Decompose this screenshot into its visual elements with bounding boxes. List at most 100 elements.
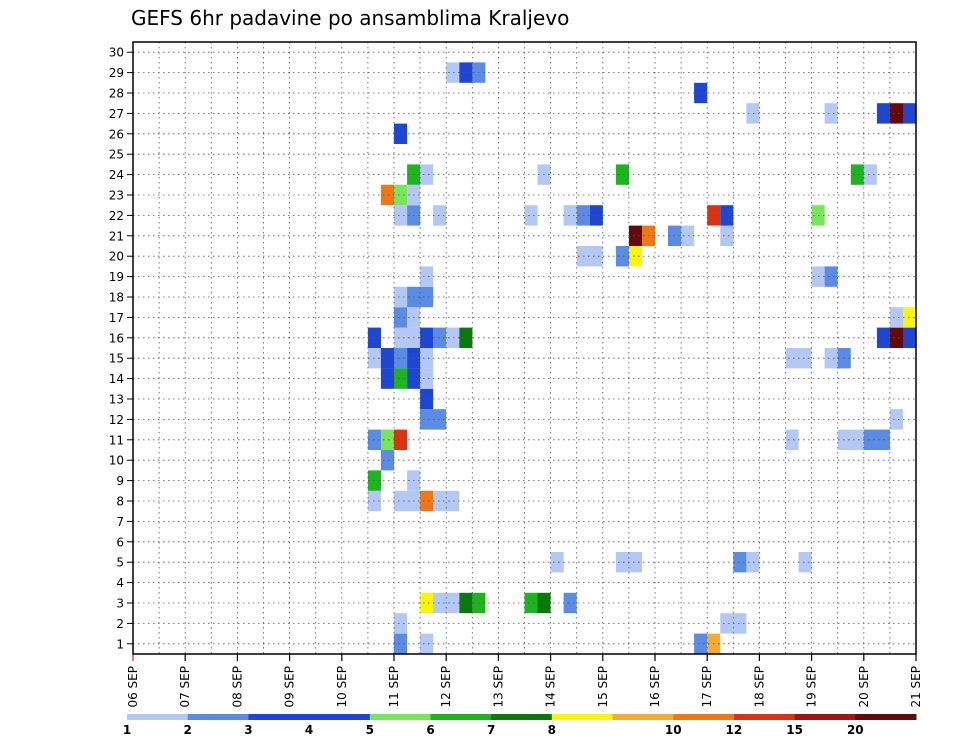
colorbar-label: 10 <box>665 723 682 737</box>
y-tick-label: 1 <box>116 637 124 651</box>
heatmap-cell <box>380 184 394 206</box>
x-tick-label: 18 SEP <box>752 666 766 708</box>
y-tick-label: 9 <box>116 474 124 488</box>
y-tick-label: 18 <box>109 291 124 305</box>
heatmap-cell <box>694 633 708 654</box>
x-tick-label: 10 SEP <box>335 666 349 708</box>
y-tick-label: 23 <box>109 189 124 203</box>
heatmap-cell <box>824 266 838 287</box>
heatmap-cell <box>394 327 421 348</box>
y-tick-label: 12 <box>109 413 124 427</box>
grid-lines <box>133 42 916 654</box>
colorbar-label: 4 <box>305 723 313 737</box>
colorbar-swatch <box>127 714 189 720</box>
colorbar-swatch <box>248 714 310 720</box>
heatmap-cell <box>889 307 903 328</box>
heatmap-cell <box>380 348 394 369</box>
heatmap-cell <box>550 552 564 573</box>
heatmap-cell <box>420 327 434 348</box>
heatmap-cell <box>903 307 917 328</box>
heatmap-cell <box>420 633 434 654</box>
heatmap-cell <box>668 225 682 246</box>
heatmap-cell <box>380 450 394 471</box>
x-tick-label: 06 SEP <box>126 666 140 708</box>
plot-frame <box>132 41 917 655</box>
colorbar: 1 2 3 4 5 6 7 8 10 12 15 20 <box>123 714 917 737</box>
y-tick-label: 21 <box>109 229 124 243</box>
heatmap-cell <box>420 490 434 512</box>
y-tick-label: 4 <box>116 576 124 590</box>
x-tick-label: 17 SEP <box>700 666 714 708</box>
heatmap-cell <box>563 592 577 614</box>
heatmap-cell <box>394 123 408 144</box>
y-tick-label: 24 <box>109 168 124 182</box>
colorbar-label: 7 <box>487 723 495 737</box>
colorbar-swatch <box>855 714 917 720</box>
heatmap-cell <box>459 62 473 83</box>
colorbar-swatch <box>551 714 613 720</box>
heatmap-cell <box>746 103 760 124</box>
heatmap-cell <box>394 307 408 328</box>
heatmap-cell <box>615 164 629 185</box>
y-tick-label: 7 <box>116 515 124 529</box>
heatmap-cell <box>420 368 434 389</box>
heatmap-cell <box>459 327 473 348</box>
y-tick-label: 25 <box>109 148 124 162</box>
heatmap-cell <box>889 409 903 430</box>
colorbar-swatch <box>733 714 796 720</box>
y-tick-label: 16 <box>109 331 124 345</box>
heatmap-cell <box>524 592 538 614</box>
heatmap-cell <box>589 205 603 226</box>
heatmap-cell <box>563 205 577 226</box>
colorbar-label: 8 <box>548 723 556 737</box>
x-tick-label: 09 SEP <box>283 666 297 708</box>
y-tick-label: 3 <box>116 597 124 611</box>
colorbar-label: 12 <box>726 723 743 737</box>
colorbar-label: 6 <box>426 723 434 737</box>
y-tick-label: 29 <box>109 66 124 80</box>
heatmap-cell <box>720 205 734 226</box>
colorbar-label: 3 <box>244 723 252 737</box>
heatmap-cell <box>380 368 394 389</box>
heatmap-cell <box>889 103 903 124</box>
heatmap-cell <box>433 205 447 226</box>
heatmap-cell <box>394 633 408 654</box>
colorbar-swatch <box>794 714 856 720</box>
heatmap-cell <box>394 205 408 226</box>
heatmap-cell <box>615 246 629 267</box>
heatmap-cell <box>433 490 460 512</box>
colorbar-label: 5 <box>366 723 374 737</box>
y-tick-label: 8 <box>116 495 124 509</box>
x-tick-label: 15 SEP <box>596 666 610 708</box>
heatmap-cell <box>420 388 434 410</box>
y-tick-label: 22 <box>109 209 124 223</box>
colorbar-swatch <box>430 714 492 720</box>
colorbar-swatch <box>369 714 431 720</box>
axis-ticks: 1234567891011121314151617181920212223242… <box>109 46 923 708</box>
heatmap-cell <box>420 592 434 614</box>
heatmap-cell <box>394 613 408 634</box>
y-tick-label: 6 <box>116 535 124 549</box>
colorbar-swatch <box>491 714 553 720</box>
x-tick-label: 08 SEP <box>230 666 244 708</box>
y-tick-label: 28 <box>109 87 124 101</box>
heatmap-cell <box>798 552 812 573</box>
heatmap-cell <box>720 225 734 246</box>
y-tick-label: 20 <box>109 250 124 264</box>
y-tick-label: 5 <box>116 556 124 570</box>
heatmap-cell <box>681 225 695 246</box>
heatmap-cell <box>394 348 408 369</box>
x-tick-label: 07 SEP <box>178 666 192 708</box>
colorbar-label: 20 <box>847 723 864 737</box>
x-tick-label: 13 SEP <box>491 666 505 708</box>
heatmap-cell <box>903 327 917 348</box>
heatmap-cell <box>863 429 890 450</box>
x-tick-label: 16 SEP <box>648 666 662 708</box>
x-tick-label: 11 SEP <box>387 666 401 708</box>
y-tick-label: 19 <box>109 270 124 284</box>
colorbar-swatch <box>612 714 674 720</box>
y-tick-label: 14 <box>109 372 124 386</box>
colorbar-swatch <box>187 714 249 720</box>
heatmap-cell <box>576 246 603 267</box>
